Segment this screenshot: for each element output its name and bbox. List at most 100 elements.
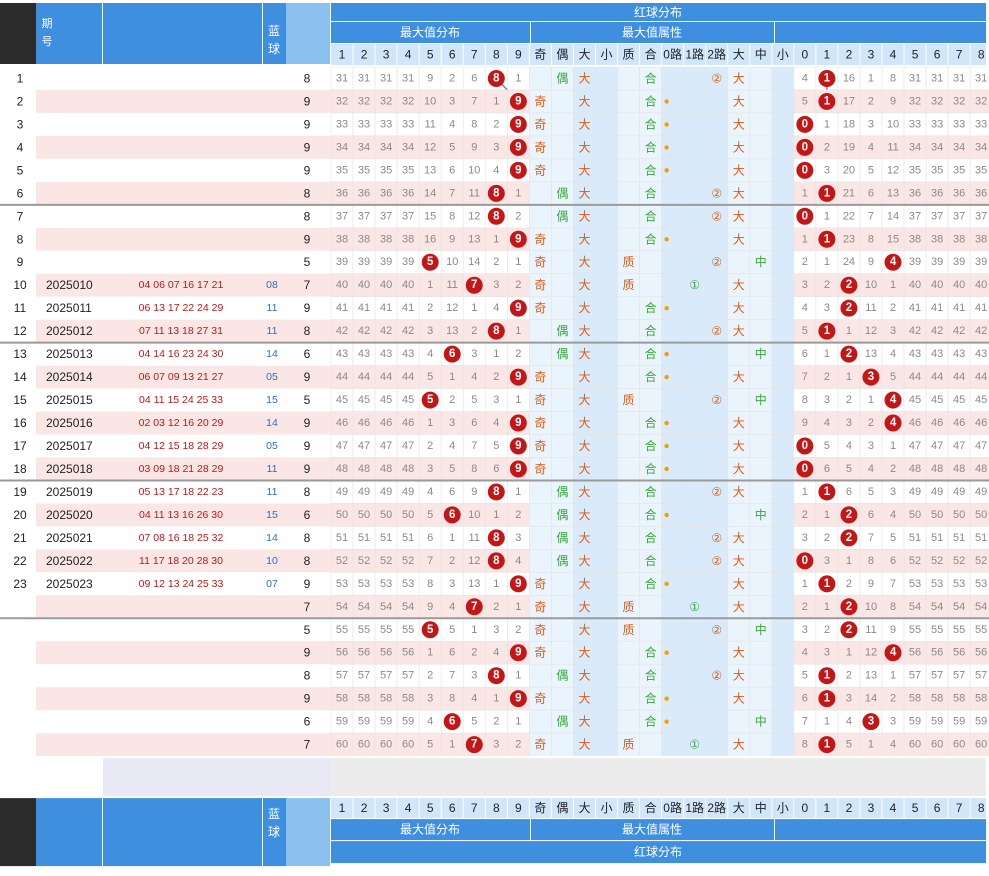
dist-count: 4	[846, 440, 852, 452]
route0-dot	[664, 466, 669, 472]
subheader-label: 6	[934, 48, 941, 62]
miss-count: 1	[515, 486, 521, 498]
grid-cell	[529, 181, 552, 206]
row-max-value: 8	[304, 669, 311, 683]
attr-mark: 奇	[534, 393, 546, 407]
attr-mark: 偶	[556, 715, 568, 729]
attr-mark: 合	[645, 369, 657, 384]
dist-count: 40	[909, 279, 921, 291]
blue-header-cell	[263, 3, 286, 64]
miss-count: 57	[380, 670, 392, 682]
miss-count: 48	[402, 463, 414, 475]
dist-ball-number: 1	[824, 486, 831, 498]
attr-mark: 大	[733, 186, 745, 200]
dist-count: 35	[909, 164, 921, 176]
dist-count: 35	[931, 164, 943, 176]
miss-count: 1	[427, 279, 433, 291]
miss-count: 7	[471, 440, 477, 452]
miss-count: 2	[515, 509, 521, 521]
grid-cell	[727, 342, 751, 366]
dist-count: 7	[868, 210, 874, 222]
dist-count: 51	[953, 532, 965, 544]
attr-mark: 大	[733, 140, 745, 154]
grid-cell	[749, 595, 773, 619]
max-ball-number: 5	[427, 394, 434, 406]
miss-count: 39	[380, 256, 392, 268]
max-ball-number: 7	[471, 739, 477, 751]
attr-mark: 偶	[556, 554, 568, 568]
attr-mark: 大	[578, 117, 590, 131]
footer-subheader-label: 6	[934, 801, 941, 815]
attr-mark: ②	[711, 71, 722, 85]
footer-reds-cell	[103, 798, 262, 867]
group-max-label: 最大值分布	[400, 25, 460, 40]
dist-count: 19	[843, 141, 855, 153]
dist-ball-number: 2	[846, 509, 852, 521]
dist-ball-number: 3	[868, 371, 874, 383]
dist-ball	[840, 345, 858, 363]
grid-cell	[749, 273, 773, 298]
grid-cell	[749, 526, 773, 550]
row-blue-ball: 11	[267, 302, 278, 314]
footer-subheader-label: 4	[405, 801, 412, 815]
attr-mark: 合	[645, 208, 657, 223]
miss-count: 40	[402, 279, 414, 291]
row-index-cell	[0, 480, 36, 504]
attr-mark: 偶	[556, 209, 568, 223]
dist-count: 40	[953, 279, 965, 291]
grid-cell	[617, 204, 640, 229]
route0-dot	[664, 237, 669, 242]
dist-count: 60	[953, 739, 965, 751]
footer-subheader-label: 中	[755, 800, 767, 815]
grid-cell	[595, 158, 618, 183]
grid-cell	[661, 66, 684, 91]
miss-count: 4	[449, 601, 455, 613]
miss-count: 39	[336, 256, 348, 268]
row-red-balls: 04 06 07 16 17 21	[139, 279, 224, 291]
miss-count: 5	[427, 371, 433, 383]
dist-count: 46	[953, 417, 965, 429]
attr-mark: 大	[578, 508, 590, 522]
route0-dot	[664, 443, 669, 449]
subheader-label: 2	[361, 48, 368, 62]
grid-cell	[771, 342, 795, 366]
miss-count: 4	[449, 118, 455, 130]
attr-mark: 奇	[534, 140, 546, 154]
dist-count: 36	[909, 187, 921, 199]
attr-mark: 合	[645, 415, 657, 430]
grid-cell	[661, 549, 684, 573]
grid-cell	[771, 388, 795, 412]
row-index: 15	[13, 393, 27, 407]
attr-mark: 大	[578, 393, 590, 407]
footer-subheader-label: 大	[733, 801, 745, 815]
dist-count: 1	[890, 670, 896, 682]
subheader-label: 偶	[556, 48, 568, 62]
miss-count: 1	[493, 693, 499, 705]
dist-count: 32	[953, 95, 965, 107]
miss-count: 44	[380, 371, 392, 383]
dist-count: 52	[953, 555, 965, 567]
dist-count: 15	[887, 233, 899, 245]
dist-count: 42	[909, 325, 921, 337]
dist-count: 2	[846, 394, 852, 406]
dist-ball	[796, 161, 814, 179]
grid-cell	[529, 480, 552, 504]
grid-cell	[617, 227, 640, 252]
miss-count: 2	[449, 555, 455, 567]
dist-count: 1	[846, 555, 852, 567]
row-info-cell	[36, 204, 331, 228]
dist-count: 46	[931, 417, 943, 429]
dist-count: 46	[909, 417, 921, 429]
miss-count: 43	[336, 348, 348, 360]
dist-ball	[818, 483, 836, 501]
miss-count: 2	[427, 670, 433, 682]
grid-cell	[639, 595, 662, 619]
attr-mark: 大	[578, 600, 590, 614]
grid-cell	[661, 250, 684, 275]
grid-cell	[595, 572, 618, 596]
attr-mark: 中	[755, 507, 767, 522]
grid-cell	[551, 457, 574, 481]
dist-count: 44	[975, 371, 987, 383]
max-ball	[509, 92, 527, 110]
grid-cell	[595, 227, 618, 252]
